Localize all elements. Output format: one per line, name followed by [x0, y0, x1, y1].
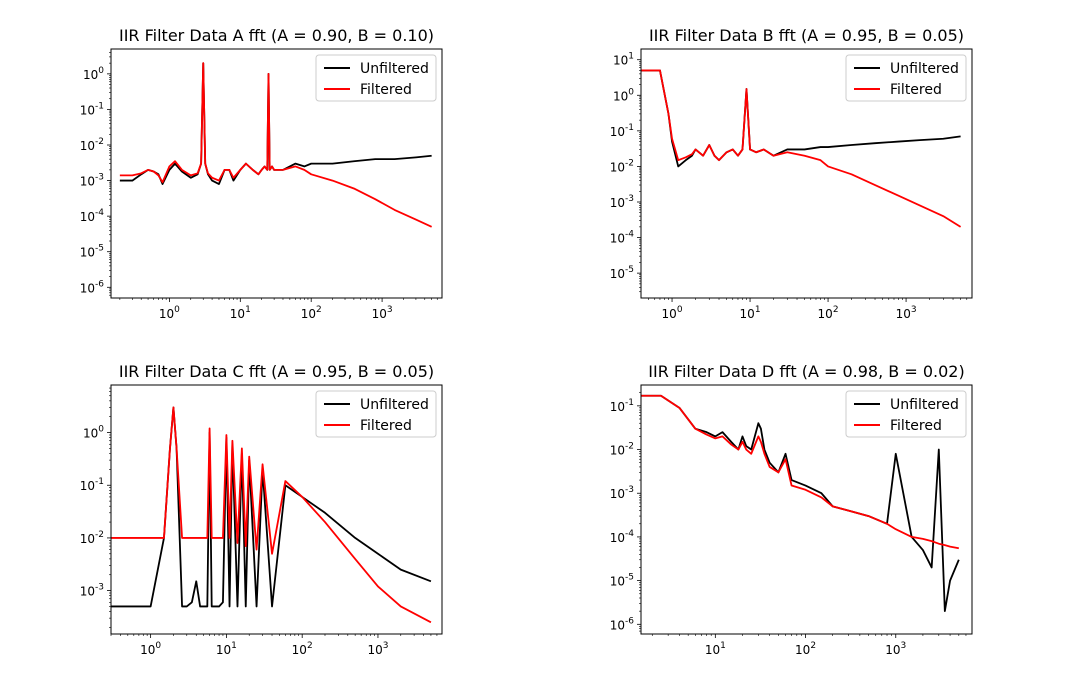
series-line-filtered	[111, 406, 432, 624]
y-tick-label: 101	[613, 52, 634, 68]
legend-label: Filtered	[360, 418, 412, 434]
legend-label: Filtered	[890, 418, 942, 434]
chart-panel-4: IIR Filter Data D fft (A = 0.98, B = 0.0…	[610, 362, 973, 657]
chart-panel-1: IIR Filter Data A fft (A = 0.90, B = 0.1…	[80, 26, 443, 321]
chart-title: IIR Filter Data B fft (A = 0.95, B = 0.0…	[649, 26, 964, 45]
x-tick-label: 101	[705, 641, 726, 657]
y-tick-label: 10-2	[610, 442, 634, 458]
y-tick-label: 10-4	[610, 529, 635, 545]
x-tick-label: 102	[795, 641, 816, 657]
chart-panel-3: IIR Filter Data C fft (A = 0.95, B = 0.0…	[80, 362, 443, 657]
x-tick-label: 100	[662, 305, 683, 321]
legend-label: Unfiltered	[360, 61, 429, 77]
legend-label: Unfiltered	[890, 61, 959, 77]
y-tick-label: 10-2	[80, 530, 104, 546]
y-tick-label: 10-3	[80, 583, 104, 599]
x-tick-label: 103	[896, 305, 917, 321]
legend-label: Unfiltered	[890, 397, 959, 413]
x-tick-label: 103	[885, 641, 906, 657]
x-tick-label: 100	[140, 641, 161, 657]
x-tick-label: 101	[230, 305, 251, 321]
series-line-filtered	[119, 62, 433, 228]
y-tick-label: 10-6	[610, 616, 635, 632]
y-tick-label: 100	[613, 87, 634, 103]
x-tick-label: 102	[292, 641, 313, 657]
chart-panel-2: IIR Filter Data B fft (A = 0.95, B = 0.0…	[610, 26, 973, 321]
y-tick-label: 10-1	[610, 398, 634, 414]
legend: Unfiltered Filtered	[845, 54, 967, 102]
y-tick-label: 10-1	[80, 477, 104, 493]
legend-label: Filtered	[890, 82, 942, 98]
y-tick-label: 10-1	[610, 123, 634, 139]
y-tick-label: 10-5	[610, 573, 634, 589]
x-tick-label: 100	[159, 305, 180, 321]
y-tick-label: 10-5	[610, 265, 634, 281]
x-tick-label: 103	[367, 641, 388, 657]
y-tick-label: 10-2	[610, 158, 634, 174]
y-tick-label: 10-3	[610, 485, 634, 501]
x-tick-label: 102	[301, 305, 322, 321]
y-tick-label: 10-5	[80, 244, 104, 260]
axes-frame	[640, 384, 973, 635]
axes-frame	[640, 48, 973, 299]
x-tick-label: 102	[818, 305, 839, 321]
y-tick-label: 10-6	[80, 279, 105, 295]
chart-title: IIR Filter Data A fft (A = 0.90, B = 0.1…	[119, 26, 434, 45]
series-line-filtered	[641, 394, 959, 550]
series-line-filtered	[641, 69, 962, 228]
legend-label: Unfiltered	[360, 397, 429, 413]
series-line-unfiltered	[119, 62, 432, 185]
y-tick-label: 100	[83, 425, 104, 441]
y-tick-label: 10-4	[610, 230, 635, 246]
series-line-unfiltered	[111, 406, 432, 608]
y-tick-label: 10-1	[80, 101, 104, 117]
y-tick-label: 10-3	[610, 194, 634, 210]
legend: Unfiltered Filtered	[315, 54, 437, 102]
y-tick-label: 10-2	[80, 137, 104, 153]
chart-title: IIR Filter Data C fft (A = 0.95, B = 0.0…	[119, 362, 434, 381]
legend: Unfiltered Filtered	[845, 390, 967, 438]
chart-title: IIR Filter Data D fft (A = 0.98, B = 0.0…	[648, 362, 964, 381]
x-tick-label: 101	[216, 641, 237, 657]
y-tick-label: 10-3	[80, 173, 104, 189]
legend: Unfiltered Filtered	[315, 390, 437, 438]
axes-frame	[110, 384, 443, 635]
legend-label: Filtered	[360, 82, 412, 98]
x-tick-label: 103	[372, 305, 393, 321]
x-tick-label: 101	[740, 305, 761, 321]
y-tick-label: 100	[83, 66, 104, 82]
axes-frame	[110, 48, 443, 299]
y-tick-label: 10-4	[80, 208, 105, 224]
